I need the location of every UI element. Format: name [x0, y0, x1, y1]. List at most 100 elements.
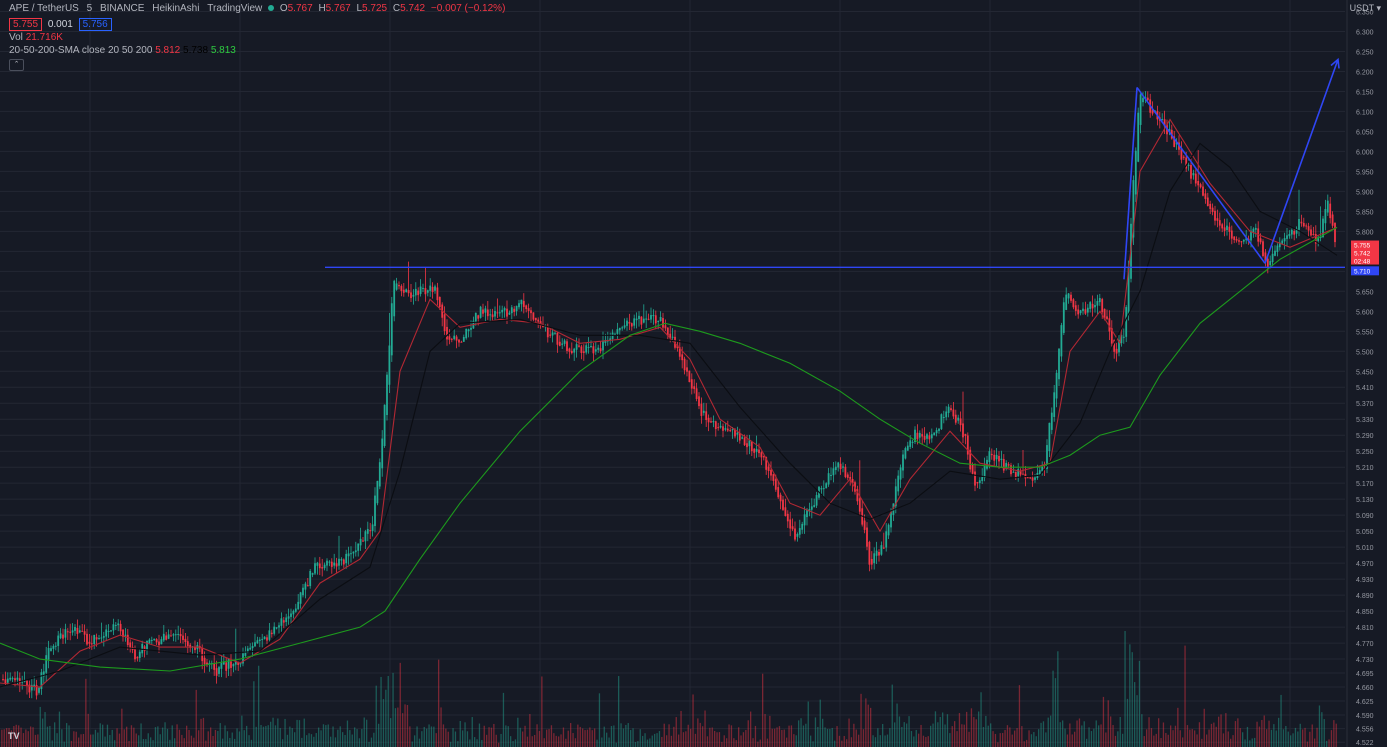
volume-bar: [394, 708, 397, 747]
price-axis-unit[interactable]: USDT ▾: [1349, 3, 1381, 13]
candle-body: [429, 285, 432, 291]
candle-body: [873, 553, 876, 564]
volume-bar: [526, 736, 529, 747]
volume-bar: [529, 714, 531, 747]
volume-bar: [1249, 740, 1251, 747]
candle-body: [1324, 208, 1327, 224]
candle-body: [232, 664, 235, 667]
candle-body: [179, 634, 182, 637]
candle-body: [347, 553, 350, 557]
volume-bar: [1256, 721, 1258, 747]
candle-body: [1269, 261, 1272, 266]
price-tick-label: 5.800: [1356, 229, 1374, 236]
candle-body: [160, 639, 163, 645]
candle-body: [1262, 241, 1264, 257]
volume-bar: [1186, 725, 1189, 747]
volume-bar: [186, 725, 188, 747]
volume-bar: [1203, 708, 1205, 747]
candle-body: [1002, 459, 1005, 471]
candle-body: [155, 639, 158, 643]
volume-bar: [90, 734, 92, 747]
candle-body: [374, 495, 376, 527]
candle-body: [796, 533, 799, 537]
volume-bar: [1170, 725, 1172, 747]
candle-body: [280, 618, 283, 626]
candle-body: [436, 287, 439, 301]
volume-bar: [488, 727, 490, 747]
volume-bar: [363, 717, 365, 747]
tradingview-logo-icon[interactable]: TV: [8, 731, 20, 741]
candle-body: [959, 418, 962, 426]
candle-body: [868, 541, 871, 565]
candle-body: [218, 667, 220, 674]
volume-bar: [1333, 720, 1335, 747]
candle-body: [467, 329, 470, 332]
candle-body: [633, 318, 636, 326]
volume-bar: [1191, 729, 1193, 747]
candle-body: [38, 687, 40, 693]
candle-body: [674, 336, 676, 348]
volume-bar: [414, 735, 416, 747]
candle-body: [935, 430, 938, 434]
candle-body: [652, 315, 655, 317]
volume-bar: [1078, 718, 1081, 747]
volume-bar: [1194, 730, 1196, 747]
symbol-name[interactable]: APE / TetherUS: [9, 3, 79, 14]
sell-price-button[interactable]: 5.755: [9, 18, 43, 31]
volume-bar: [951, 726, 953, 747]
volume-bar: [870, 707, 872, 747]
candle-body: [354, 550, 357, 553]
volume-bar: [603, 726, 605, 747]
volume-bar: [745, 729, 747, 747]
spread: 0.001: [47, 19, 73, 30]
volume-bar: [30, 726, 32, 747]
volume-bar: [882, 724, 884, 747]
candle-body: [1235, 239, 1238, 241]
volume-bar: [1280, 694, 1282, 747]
sma-legend[interactable]: 20-50-200-SMA close 20 50 200 5.812 5.73…: [9, 45, 236, 57]
volume-bar: [807, 701, 809, 747]
volume-bar: [920, 724, 922, 747]
sma-50-line: [0, 142, 1338, 688]
volume-bar: [8, 727, 10, 747]
volume-bar: [802, 725, 805, 747]
candle-body: [822, 488, 825, 490]
candle-body: [782, 499, 784, 510]
candle-body: [1288, 233, 1291, 237]
volume-bar: [1273, 724, 1275, 747]
candle-body: [1031, 477, 1034, 481]
candle-body: [794, 528, 796, 540]
collapse-legend-icon[interactable]: ⌃: [9, 59, 24, 71]
candle-body: [381, 438, 384, 469]
candle-body: [1278, 242, 1281, 248]
volume-bar: [358, 738, 361, 747]
volume-bar: [1239, 728, 1241, 747]
volume-bar: [992, 731, 994, 747]
candle-body: [76, 627, 79, 634]
candle-body: [446, 326, 448, 340]
volume-bar: [486, 734, 488, 747]
interval[interactable]: 5: [86, 3, 93, 14]
candle-body: [225, 662, 228, 671]
buy-price-button[interactable]: 5.756: [78, 18, 112, 31]
volume-bar: [1323, 719, 1325, 747]
volume-bar: [73, 731, 75, 747]
price-tick-label: 4.850: [1356, 609, 1374, 616]
volume-bar: [320, 730, 322, 747]
volume-bar: [757, 741, 759, 747]
candle-body: [1132, 180, 1135, 238]
candle-body: [321, 567, 324, 569]
candle-body: [635, 318, 638, 321]
candle-body: [369, 530, 372, 532]
candle-body: [974, 471, 976, 486]
candle-body: [213, 663, 216, 670]
volume-legend[interactable]: Vol 21.716K: [9, 32, 63, 44]
candle-body: [1029, 477, 1032, 479]
volume-bar: [1299, 723, 1301, 747]
volume-bar: [296, 719, 298, 747]
volume-bar: [1326, 740, 1328, 747]
volume-bar: [752, 738, 754, 747]
candle-body: [100, 637, 103, 639]
volume-bar: [848, 718, 850, 747]
